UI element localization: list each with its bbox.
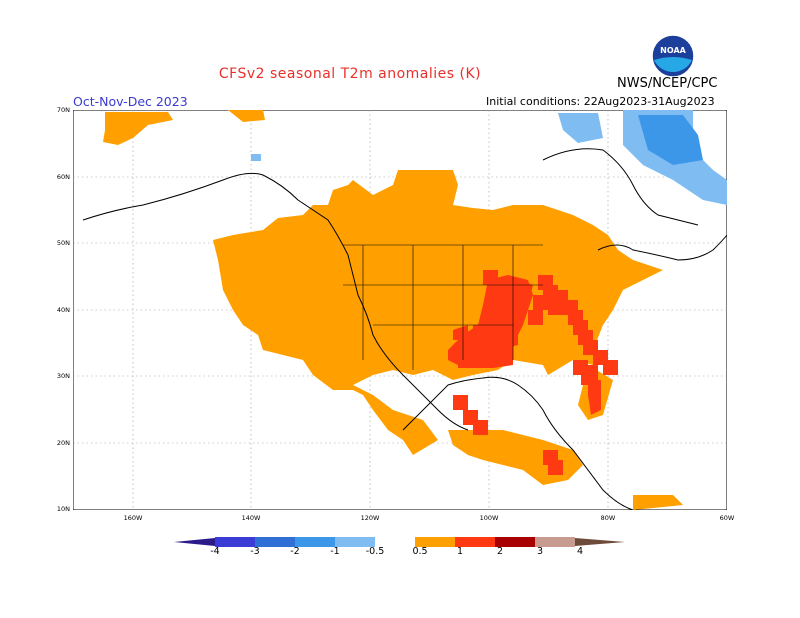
cold-anomaly-core [638,115,703,165]
colorbar-swatch-2-3 [495,537,535,547]
lon-label-80w: 80W [600,514,616,522]
colorbar-label-3: 3 [536,546,544,557]
lat-label-40n: 40N [56,306,70,314]
lon-label-120w: 120W [360,514,380,522]
lon-label-100w: 100W [479,514,499,522]
map-grid [73,110,727,510]
lon-label-160w: 160W [123,514,143,522]
map-title: CFSv2 seasonal T2m anomalies (K) [218,66,482,82]
colorbar-swatch-0-5-1 [415,537,455,547]
colorbar [174,537,625,547]
strong-warm-anomaly-region [448,270,618,475]
colorbar-label-minus0-5: -0.5 [365,546,385,557]
colorbar-label-1: 1 [456,546,464,557]
noaa-logo-text: NOAA [660,46,686,55]
colorbar-label-4: 4 [576,546,584,557]
lat-label-50n: 50N [56,239,70,247]
lat-label-60n: 60N [56,173,70,181]
forecast-period: Oct-Nov-Dec 2023 [73,94,188,109]
lat-label-10n: 10N [56,505,70,513]
agency-label: NWS/NCEP/CPC [617,76,718,91]
lon-label-140w: 140W [241,514,261,522]
coastlines [82,148,727,510]
lat-label-20n: 20N [56,439,70,447]
colorbar-swatch-3-4 [535,537,575,547]
lat-label-30n: 30N [56,372,70,380]
colorbar-swatch-minus1-minus0-5 [335,537,375,547]
colorbar-swatch-minus2-minus1 [295,537,335,547]
colorbar-label-0-5: 0.5 [412,546,428,557]
state-borders [343,244,543,370]
colorbar-swatch-neutral [375,537,415,547]
colorbar-arrow-right [575,538,625,546]
colorbar-label-minus4: -4 [210,546,220,557]
colorbar-label-minus3: -3 [250,546,260,557]
lat-label-70n: 70N [56,106,70,114]
colorbar-swatch-minus4-minus3 [215,537,255,547]
colorbar-arrow-left [174,538,215,546]
lon-label-60w: 60W [719,514,735,522]
colorbar-label-minus2: -2 [290,546,300,557]
anomaly-map [73,110,727,510]
colorbar-swatch-minus3-minus2 [255,537,295,547]
initial-conditions: Initial conditions: 22Aug2023-31Aug2023 [486,95,715,108]
colorbar-swatch-1-2 [455,537,495,547]
colorbar-label-minus1: -1 [330,546,340,557]
noaa-logo: NOAA [651,34,695,78]
colorbar-label-2: 2 [496,546,504,557]
